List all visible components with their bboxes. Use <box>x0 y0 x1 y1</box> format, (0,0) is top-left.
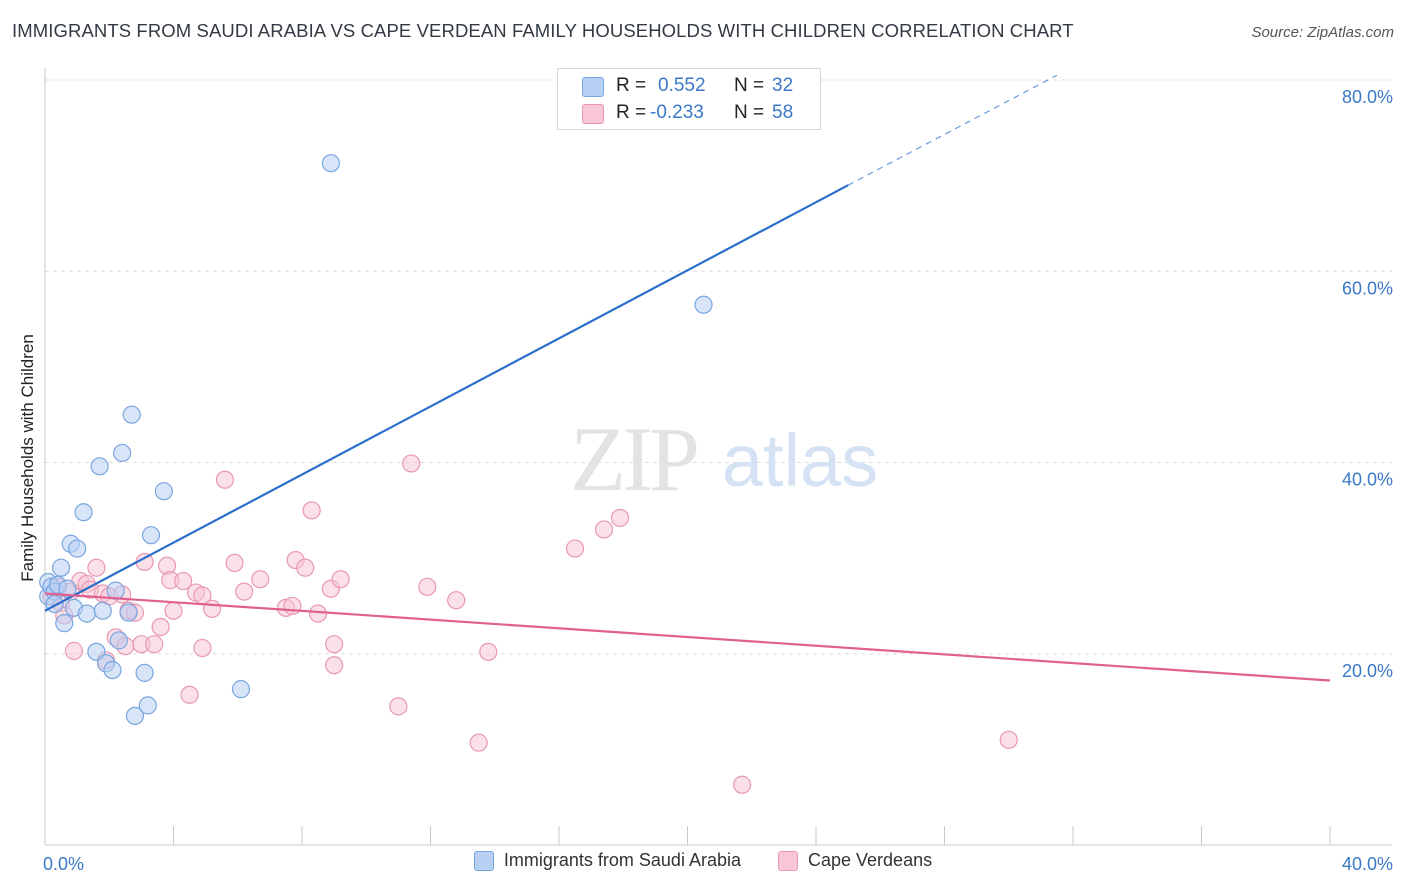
pink-point <box>164 601 183 620</box>
stats-legend: R = 0.552 N = 32 R = -0.233 N = 58 <box>557 68 821 130</box>
blue-point <box>51 558 71 577</box>
blue-point <box>154 482 173 501</box>
y-tick-label: 60.0% <box>1342 278 1393 298</box>
y-tick-label: 80.0% <box>1342 87 1393 107</box>
blue-point <box>694 295 713 314</box>
blue-point <box>106 581 125 600</box>
stats-n-label-pink: N = <box>734 102 765 123</box>
y-tick-label: 20.0% <box>1342 661 1393 681</box>
legend-item-cape-verdean: Cape Verdeans <box>778 850 932 871</box>
blue-point <box>112 443 132 463</box>
blue-point <box>74 503 93 522</box>
legend-item-saudi: Immigrants from Saudi Arabia <box>473 850 741 871</box>
stats-swatch-blue <box>582 77 604 97</box>
pink-point <box>193 638 212 658</box>
watermark-zip: ZIP <box>570 408 697 510</box>
pink-point <box>225 553 244 573</box>
pink-point <box>215 470 234 489</box>
blue-point <box>55 614 74 633</box>
x-tick-label-max: 40.0% <box>1342 854 1393 874</box>
y-tick-label: 40.0% <box>1342 470 1393 490</box>
pink-point <box>594 520 614 539</box>
blue-points <box>39 154 713 726</box>
bottom-legend: Immigrants from Saudi Arabia Cape Verdea… <box>0 850 1406 876</box>
blue-point <box>93 601 112 620</box>
pink-point <box>308 604 328 623</box>
pink-points <box>42 454 1018 794</box>
pink-point <box>202 599 222 618</box>
blue-point <box>103 660 122 680</box>
pink-point <box>235 582 254 601</box>
pink-point <box>296 558 315 577</box>
stats-r-label-pink: R = <box>616 102 647 123</box>
pink-point <box>479 642 498 661</box>
blue-point <box>119 603 138 622</box>
chart-title: IMMIGRANTS FROM SAUDI ARABIA VS CAPE VER… <box>12 20 1074 41</box>
pink-point <box>174 571 193 591</box>
blue-point <box>125 706 145 726</box>
blue-point <box>122 405 141 424</box>
blue-point <box>135 663 154 682</box>
pink-point <box>145 635 164 654</box>
pink-point <box>389 697 408 716</box>
pink-point <box>251 570 270 589</box>
legend-label-saudi: Immigrants from Saudi Arabia <box>503 850 741 870</box>
blue-point <box>58 579 77 598</box>
pink-point <box>64 641 84 660</box>
stats-n-value-blue: 32 <box>772 75 794 96</box>
watermark: ZIP atlas <box>570 408 878 510</box>
pink-point <box>469 733 488 752</box>
legend-swatch-pink <box>778 850 798 871</box>
x-tick-label-min: 0.0% <box>43 854 84 874</box>
legend-swatch-blue <box>473 850 494 871</box>
blue-point <box>68 539 87 558</box>
stats-swatch-pink <box>582 104 604 124</box>
stats-n-value-pink: 58 <box>772 102 794 123</box>
blue-trendline-extension <box>847 74 1058 186</box>
axes <box>44 68 1392 846</box>
pink-point <box>610 508 630 528</box>
pink-point <box>87 558 106 577</box>
blue-point <box>141 526 161 545</box>
pink-point <box>402 454 421 473</box>
watermark-atlas: atlas <box>722 419 878 502</box>
blue-point <box>321 154 341 173</box>
pink-point <box>325 656 344 675</box>
pink-point <box>999 730 1018 749</box>
pink-point <box>331 570 350 589</box>
blue-point <box>138 696 157 715</box>
pink-point <box>180 685 199 704</box>
pink-point <box>151 617 170 637</box>
pink-trendline <box>44 592 1331 682</box>
gridlines <box>45 79 1392 655</box>
stats-r-label-blue: R = <box>616 75 647 96</box>
pink-point <box>283 596 302 616</box>
blue-point <box>231 680 251 699</box>
source-label: Source: ZipAtlas.com <box>1251 24 1394 41</box>
stats-n-label-blue: N = <box>734 75 765 96</box>
pink-point <box>302 501 321 520</box>
pink-point <box>447 591 466 610</box>
blue-point <box>77 604 96 623</box>
blue-point <box>109 631 128 650</box>
pink-point <box>733 775 752 794</box>
pink-point <box>325 635 344 654</box>
pink-point <box>418 577 437 596</box>
stats-r-value-blue: 0.552 <box>658 75 706 96</box>
blue-trendline <box>44 184 849 612</box>
blue-point <box>90 457 109 476</box>
stats-r-value-pink: -0.233 <box>650 102 704 123</box>
legend-label-cape-verdean: Cape Verdeans <box>808 850 933 870</box>
tick-labels: 20.0% 40.0% 60.0% 80.0% 0.0% 40.0% <box>43 87 1393 874</box>
trendlines <box>44 74 1331 682</box>
pink-point <box>565 539 585 558</box>
